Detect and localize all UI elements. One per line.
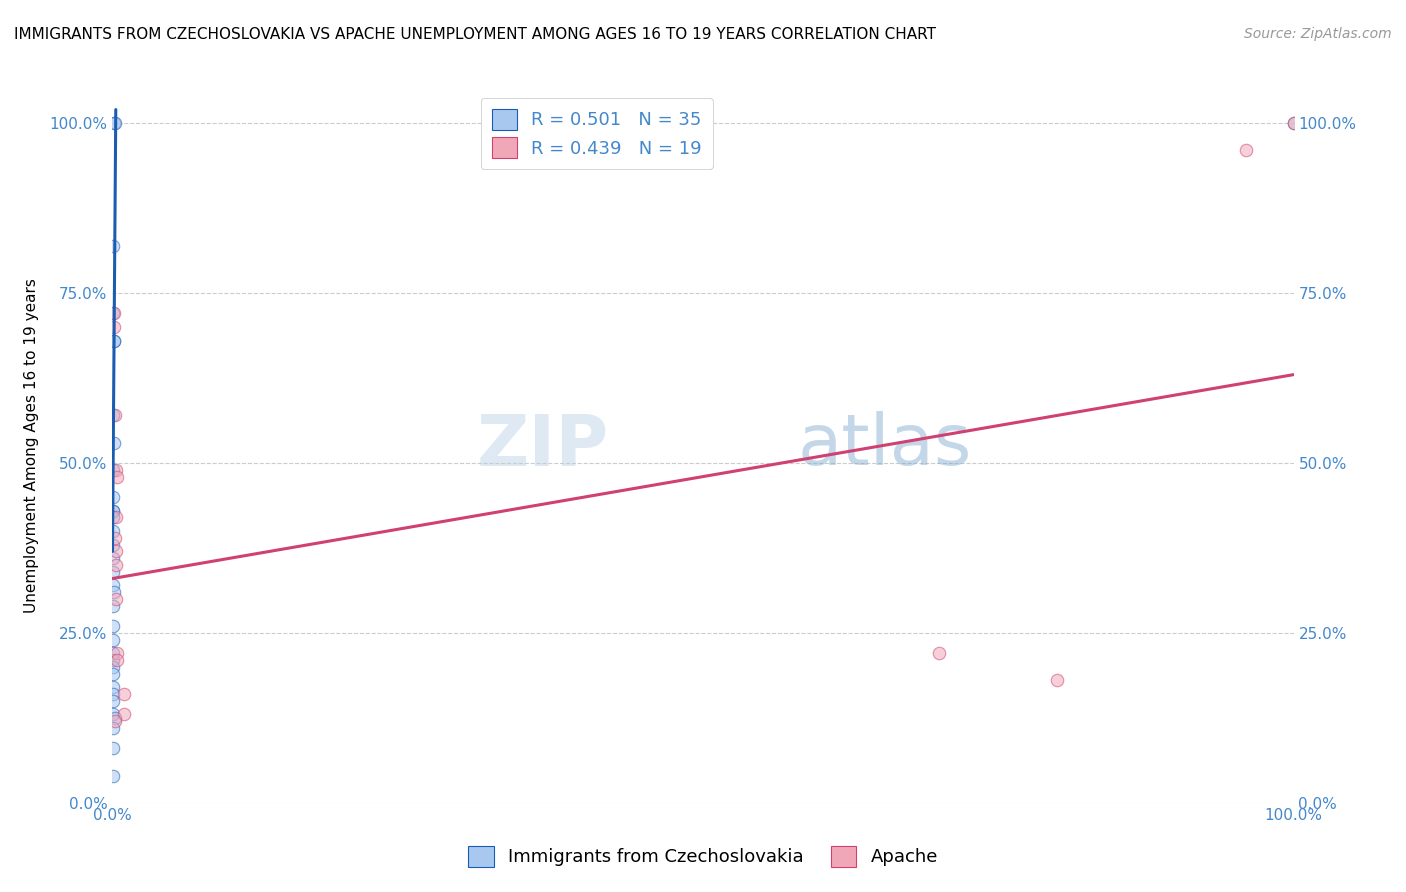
Point: [101, 694, 124, 708]
Legend: Immigrants from Czechoslovakia, Apache: Immigrants from Czechoslovakia, Apache: [461, 838, 945, 874]
Point: [112, 707, 135, 722]
Point: [101, 687, 124, 701]
Point: [103, 306, 125, 320]
Point: [105, 463, 128, 477]
Text: IMMIGRANTS FROM CZECHOSLOVAKIA VS APACHE UNEMPLOYMENT AMONG AGES 16 TO 19 YEARS : IMMIGRANTS FROM CZECHOSLOVAKIA VS APACHE…: [14, 27, 936, 42]
Point: [101, 551, 124, 566]
Point: [101, 503, 124, 517]
Point: [101, 653, 124, 667]
Point: [105, 591, 128, 606]
Point: [103, 116, 125, 130]
Point: [1046, 673, 1069, 688]
Point: [104, 711, 127, 725]
Point: [101, 680, 124, 694]
Point: [101, 619, 124, 633]
Point: [101, 632, 124, 647]
Point: [101, 524, 124, 538]
Point: [101, 490, 124, 504]
Point: [103, 334, 125, 348]
Point: [1282, 116, 1305, 130]
Point: [101, 646, 124, 660]
Point: [101, 537, 124, 551]
Point: [101, 707, 124, 722]
Point: [105, 469, 128, 483]
Text: Source: ZipAtlas.com: Source: ZipAtlas.com: [1244, 27, 1392, 41]
Point: [112, 687, 135, 701]
Point: [103, 334, 125, 348]
Point: [1282, 116, 1305, 130]
Point: [104, 409, 127, 423]
Point: [1234, 144, 1257, 158]
Point: [101, 666, 124, 681]
Point: [101, 510, 124, 524]
Point: [103, 578, 125, 592]
Point: [101, 503, 124, 517]
Point: [105, 653, 128, 667]
Point: [104, 116, 127, 130]
Point: [103, 585, 125, 599]
Point: [101, 565, 124, 579]
Point: [928, 646, 950, 660]
Point: [104, 531, 127, 545]
Point: [105, 544, 128, 558]
Point: [101, 769, 124, 783]
Legend: R = 0.501   N = 35, R = 0.439   N = 19: R = 0.501 N = 35, R = 0.439 N = 19: [481, 98, 713, 169]
Point: [103, 741, 125, 756]
Point: [104, 714, 127, 729]
Point: [101, 238, 124, 252]
Text: atlas: atlas: [797, 411, 972, 481]
Text: ZIP: ZIP: [477, 411, 609, 481]
Point: [105, 646, 128, 660]
Point: [101, 409, 124, 423]
Point: [103, 320, 125, 334]
Point: [101, 463, 124, 477]
Point: [105, 558, 128, 572]
Point: [101, 599, 124, 613]
Point: [101, 306, 124, 320]
Y-axis label: Unemployment Among Ages 16 to 19 years: Unemployment Among Ages 16 to 19 years: [24, 278, 38, 614]
Point: [105, 510, 128, 524]
Point: [101, 721, 124, 735]
Point: [101, 660, 124, 674]
Point: [103, 435, 125, 450]
